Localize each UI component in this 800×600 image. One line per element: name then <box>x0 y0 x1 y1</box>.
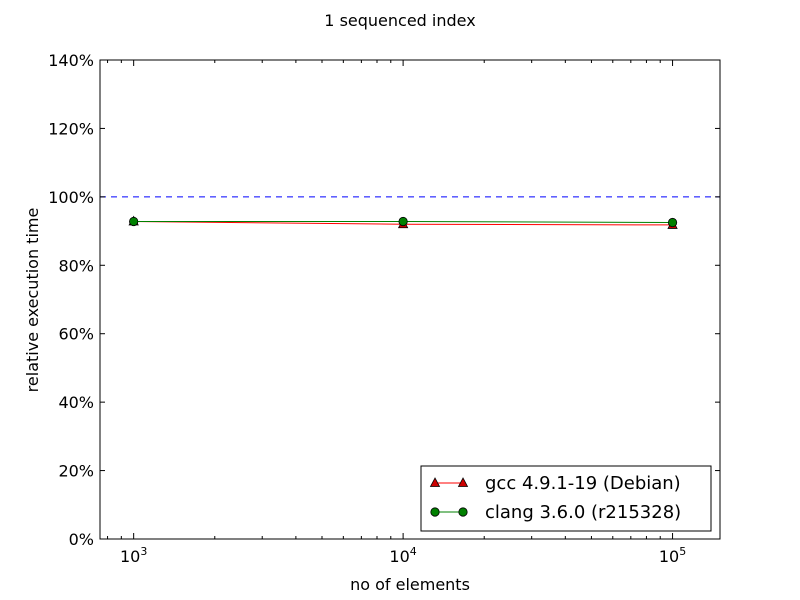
series-layer <box>128 215 678 229</box>
legend-item: gcc 4.9.1-19 (Debian) <box>429 473 681 494</box>
legend-label: clang 3.6.0 (r215328) <box>485 502 681 523</box>
legend: gcc 4.9.1-19 (Debian) clang 3.6.0 (r21532… <box>420 465 712 532</box>
y-tick-label: 0% <box>69 530 94 549</box>
data-point <box>129 216 139 227</box>
x-tick-label: 103 <box>120 545 147 566</box>
legend-label: gcc 4.9.1-19 (Debian) <box>485 473 681 494</box>
y-tick-label: 60% <box>58 325 94 344</box>
chart-title: 1 sequenced index <box>324 11 475 30</box>
plot-frame <box>99 59 721 540</box>
legend-marker <box>430 507 440 517</box>
x-ticks: 103 104 105 <box>107 60 686 566</box>
legend-marker <box>429 477 441 487</box>
data-point <box>667 217 678 228</box>
y-tick-label: 120% <box>48 119 94 138</box>
legend-item: clang 3.6.0 (r215328) <box>430 502 681 523</box>
y-tick-label: 80% <box>58 256 94 275</box>
legend-marker <box>458 507 468 517</box>
x-axis-label: no of elements <box>350 575 470 594</box>
y-tick-label: 40% <box>58 393 94 412</box>
x-tick-label: 105 <box>659 545 686 566</box>
legend-items: gcc 4.9.1-19 (Debian) clang 3.6.0 (r21532… <box>429 473 681 523</box>
x-tick-label: 104 <box>389 545 416 566</box>
y-tick-label: 20% <box>58 462 94 481</box>
y-tick-label: 100% <box>48 188 94 207</box>
y-tick-label: 140% <box>48 51 94 70</box>
y-axis-label: relative execution time <box>23 208 42 393</box>
plot-area: 103 104 105 0% 20% 40% 60% 80% 100% 120% 140% <box>48 51 721 566</box>
series-clang <box>129 216 678 228</box>
y-ticks: 0% 20% 40% 60% 80% 100% 120% 140% <box>48 51 720 549</box>
legend-frame <box>420 465 712 532</box>
data-point <box>398 216 408 227</box>
legend-marker <box>457 477 469 487</box>
